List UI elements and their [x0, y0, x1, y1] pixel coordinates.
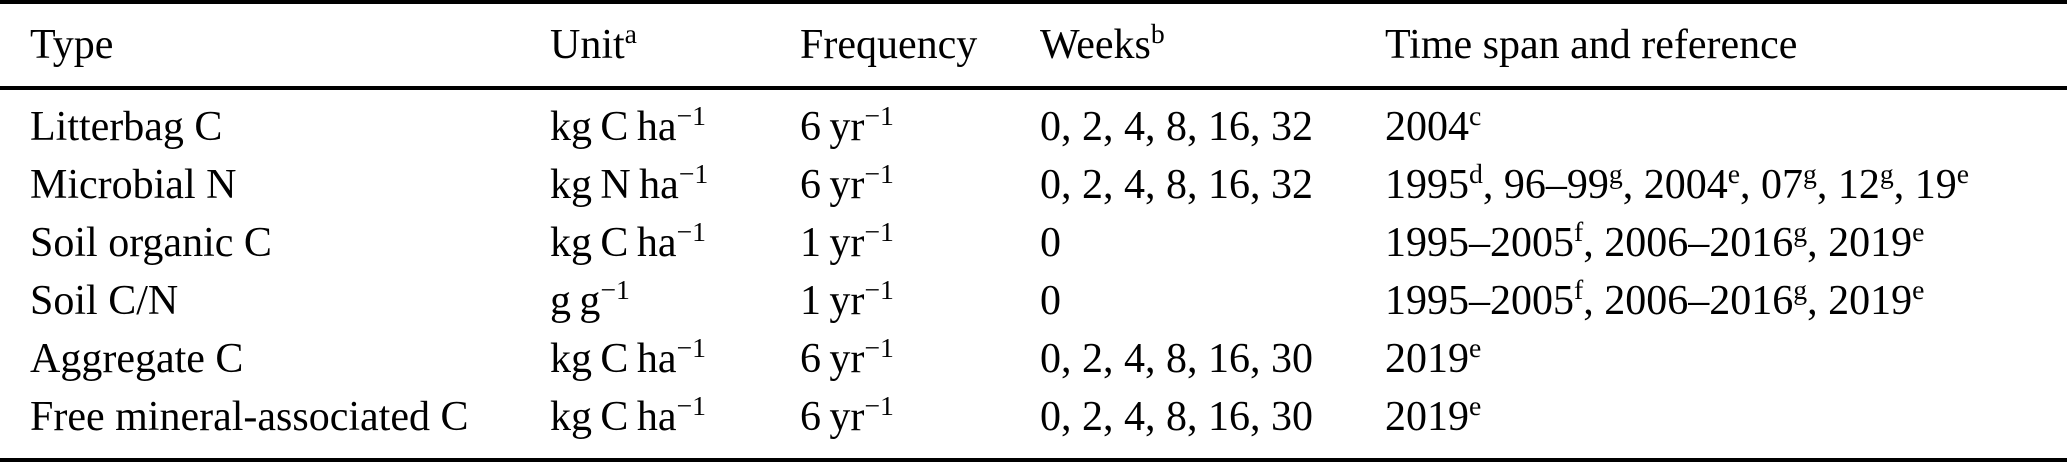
- superscript-note: g: [1793, 273, 1808, 305]
- cell-type: Microbial N: [30, 162, 237, 208]
- superscript-note: −1: [678, 157, 709, 189]
- table-row: Microbial N kg N ha−1 6 yr−1 0, 2, 4, 8, 16…: [0, 156, 2067, 214]
- cell-frequency: 6 yr−1: [800, 389, 894, 440]
- cell-weeks: 0: [1040, 278, 1061, 324]
- cell-timespan: 1995–2005f, 2006–2016g, 2019e: [1385, 215, 1925, 266]
- superscript-note: f: [1574, 215, 1584, 247]
- superscript-note: −1: [676, 215, 706, 247]
- table-top-rule: [0, 0, 2067, 4]
- cell-timespan: 1995d, 96–99g, 2004e, 07g, 12g, 19e: [1385, 157, 1970, 208]
- superscript-note: b: [1150, 17, 1165, 49]
- header-cell-unit: Unita: [550, 17, 637, 68]
- table-row: Soil organic C kg C ha−1 1 yr−1 0 1995–2005f…: [0, 214, 2067, 272]
- superscript-note: e: [1469, 331, 1482, 363]
- cell-timespan: 2019e: [1385, 331, 1482, 382]
- superscript-note: e: [1727, 157, 1741, 189]
- superscript-note: e: [1956, 157, 1970, 189]
- cell-type: Litterbag C: [30, 104, 223, 150]
- superscript-note: −1: [864, 215, 894, 247]
- cell-timespan: 2004c: [1385, 99, 1482, 150]
- cell-weeks: 0: [1040, 220, 1061, 266]
- cell-weeks: 0, 2, 4, 8, 16, 30: [1040, 394, 1313, 440]
- cell-timespan: 1995–2005f, 2006–2016g, 2019e: [1385, 273, 1925, 324]
- superscript-note: d: [1469, 157, 1483, 189]
- table-header-row: Type Unita Frequency Weeksb Time span and re…: [0, 4, 2067, 86]
- superscript-note: e: [1912, 273, 1925, 305]
- superscript-note: −1: [864, 273, 894, 305]
- header-cell-frequency: Frequency: [800, 22, 978, 68]
- cell-unit: kg C ha−1: [550, 389, 706, 440]
- superscript-note: −1: [864, 389, 894, 421]
- header-cell-type: Type: [30, 22, 114, 68]
- table-row: Free mineral-associated C kg C ha−1 6 yr−1…: [0, 388, 2067, 446]
- table-row: Soil C/N g g−1 1 yr−1 0 1995–2005f, 2006–201…: [0, 272, 2067, 330]
- superscript-note: −1: [676, 331, 706, 363]
- header-cell-timespan: Time span and reference: [1385, 22, 1798, 68]
- table-body: Litterbag C kg C ha−1 6 yr−1 0, 2, 4, 8, 16…: [0, 90, 2067, 446]
- cell-type: Free mineral-associated C: [30, 394, 469, 440]
- superscript-note: g: [1608, 157, 1623, 189]
- cell-frequency: 1 yr−1: [800, 215, 894, 266]
- superscript-note: a: [624, 17, 637, 49]
- superscript-note: g: [1793, 215, 1808, 247]
- superscript-note: −1: [864, 331, 894, 363]
- superscript-note: −1: [600, 273, 630, 305]
- superscript-note: −1: [864, 99, 894, 131]
- cell-unit: kg C ha−1: [550, 99, 706, 150]
- table-bottom-rule: [0, 458, 2067, 462]
- cell-unit: g g−1: [550, 273, 630, 324]
- cell-frequency: 6 yr−1: [800, 99, 894, 150]
- cell-weeks: 0, 2, 4, 8, 16, 30: [1040, 336, 1313, 382]
- superscript-note: c: [1469, 99, 1482, 131]
- cell-type: Soil organic C: [30, 220, 272, 266]
- cell-type: Soil C/N: [30, 278, 179, 324]
- superscript-note: f: [1574, 273, 1584, 305]
- table-row: Aggregate C kg C ha−1 6 yr−1 0, 2, 4, 8, 16…: [0, 330, 2067, 388]
- superscript-note: g: [1879, 157, 1894, 189]
- superscript-note: −1: [676, 389, 706, 421]
- superscript-note: −1: [676, 99, 706, 131]
- superscript-note: g: [1803, 157, 1817, 189]
- cell-unit: kg C ha−1: [550, 215, 706, 266]
- header-cell-weeks: Weeksb: [1040, 17, 1165, 68]
- cell-frequency: 6 yr−1: [800, 157, 894, 208]
- superscript-note: −1: [864, 157, 894, 189]
- cell-weeks: 0, 2, 4, 8, 16, 32: [1040, 104, 1313, 150]
- superscript-note: e: [1912, 215, 1925, 247]
- cell-frequency: 1 yr−1: [800, 273, 894, 324]
- cell-type: Aggregate C: [30, 336, 244, 382]
- cell-frequency: 6 yr−1: [800, 331, 894, 382]
- table-header-rule: [0, 86, 2067, 90]
- table-row: Litterbag C kg C ha−1 6 yr−1 0, 2, 4, 8, 16…: [0, 98, 2067, 156]
- cell-timespan: 2019e: [1385, 389, 1482, 440]
- cell-weeks: 0, 2, 4, 8, 16, 32: [1040, 162, 1313, 208]
- cell-unit: kg N ha−1: [550, 157, 709, 208]
- superscript-note: e: [1469, 389, 1482, 421]
- cell-unit: kg C ha−1: [550, 331, 706, 382]
